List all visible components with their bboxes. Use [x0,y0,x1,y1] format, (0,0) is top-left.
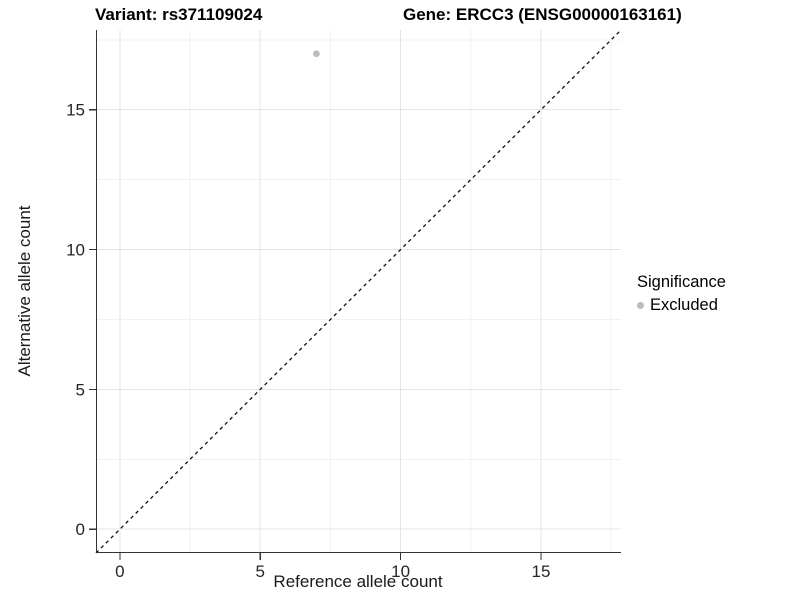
x-tick-label: 10 [391,562,410,581]
plot-panel: 0 5 10 15 0 5 10 15 [66,29,622,581]
x-tick-label: 5 [256,562,265,581]
plot-title-gene: Gene: ERCC3 (ENSG00000163161) [403,5,682,24]
x-tick-label: 15 [532,562,551,581]
y-axis-title: Alternative allele count [15,205,34,377]
plot-title-variant: Variant: rs371109024 [95,5,263,24]
identity-line [95,29,622,554]
legend-title: Significance [637,273,726,291]
legend: Significance Excluded [637,273,726,315]
y-tick-label: 15 [66,101,85,120]
y-tick-label: 0 [76,520,85,539]
y-tick-label: 10 [66,241,85,260]
data-point [312,50,320,58]
y-tick-label: 5 [76,380,85,399]
excluded-point-icon [637,302,644,309]
x-axis-title: Reference allele count [273,572,443,591]
legend-item-label: Excluded [650,296,718,314]
x-tick-label: 0 [115,562,124,581]
legend-item-excluded: Excluded [637,296,726,315]
